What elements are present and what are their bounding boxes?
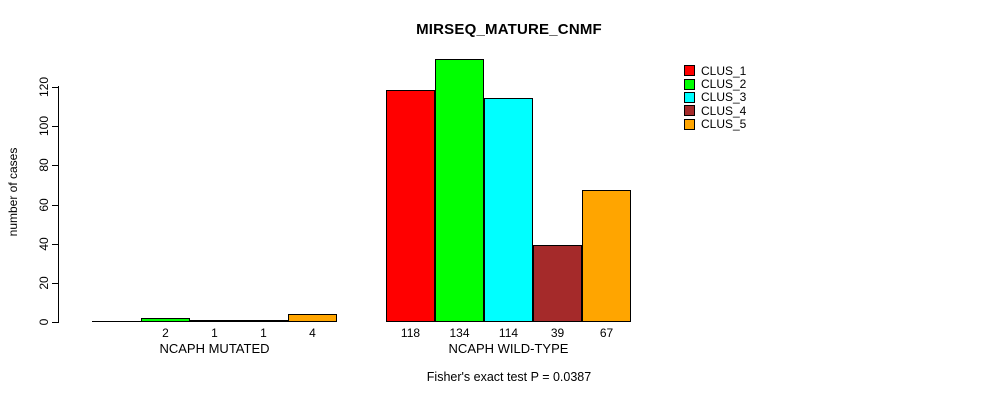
bar-clus_4 — [239, 320, 288, 322]
bar-clus_3 — [190, 320, 239, 322]
legend-swatch — [684, 105, 695, 117]
chart-title: MIRSEQ_MATURE_CNMF — [416, 21, 602, 38]
bar-value-label: 134 — [449, 326, 470, 340]
legend-label: CLUS_1 — [701, 63, 747, 78]
bar-clus_5 — [582, 190, 631, 322]
x-axis-group-label: NCAPH WILD-TYPE — [448, 341, 569, 356]
bar-clus_4 — [533, 245, 582, 322]
bar-clus_1-zero — [92, 321, 141, 322]
legend-swatch — [684, 78, 695, 90]
y-axis-tick — [52, 87, 59, 88]
legend-label: CLUS_5 — [701, 117, 747, 132]
bar-value-label: 4 — [309, 326, 316, 340]
y-axis-tick — [52, 322, 59, 323]
y-axis-tick-label: 0 — [37, 319, 51, 326]
bar-clus_1 — [386, 90, 435, 322]
bar-value-label: 114 — [498, 326, 519, 340]
bar-value-label: 67 — [599, 326, 614, 340]
legend: CLUS_1 CLUS_2 CLUS_3 CLUS_4 CLUS_5 — [684, 64, 746, 131]
y-axis-tick — [52, 283, 59, 284]
y-axis-tick-label: 80 — [37, 158, 51, 172]
bar-value-label: 1 — [211, 326, 218, 340]
y-axis-tick — [52, 126, 59, 127]
bar-value-label: 39 — [550, 326, 565, 340]
y-axis-tick — [52, 205, 59, 206]
bar-value-label: 1 — [260, 326, 267, 340]
y-axis-tick-label: 20 — [37, 276, 51, 290]
y-axis-tick — [52, 244, 59, 245]
y-axis-line — [58, 86, 59, 323]
bar-clus_5 — [288, 314, 337, 322]
bar-value-label: 118 — [400, 326, 421, 340]
legend-item: CLUS_2 — [684, 77, 747, 92]
legend-item: CLUS_5 — [684, 117, 747, 132]
bar-clus_3 — [484, 98, 533, 322]
y-axis-tick-label: 60 — [37, 197, 51, 212]
y-axis-label: number of cases — [6, 147, 20, 237]
legend-swatch — [684, 65, 695, 77]
legend-item: CLUS_1 — [684, 63, 747, 78]
legend-swatch — [684, 118, 695, 130]
legend-label: CLUS_4 — [701, 103, 747, 118]
legend-item: CLUS_3 — [684, 90, 747, 105]
x-axis-group-label: NCAPH MUTATED — [159, 341, 270, 356]
y-axis-tick-label: 100 — [37, 116, 51, 137]
bar-clus_2 — [141, 318, 190, 322]
y-axis-tick-label: 40 — [37, 237, 51, 251]
annotation-text: Fisher's exact test P = 0.0387 — [426, 370, 592, 384]
bar-clus_2 — [435, 59, 484, 322]
legend-label: CLUS_3 — [701, 90, 747, 105]
legend-label: CLUS_2 — [701, 77, 747, 92]
y-axis-tick — [52, 165, 59, 166]
legend-item: CLUS_4 — [684, 103, 747, 118]
legend-swatch — [684, 91, 695, 103]
y-axis-tick-label: 120 — [37, 76, 51, 97]
bar-value-label: 2 — [162, 326, 169, 340]
